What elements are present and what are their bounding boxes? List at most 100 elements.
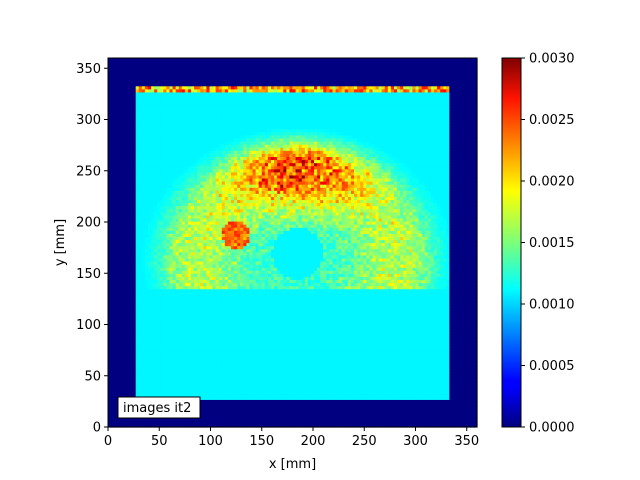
- heatmap-cell: [221, 353, 226, 357]
- heatmap-cell: [430, 322, 435, 327]
- heatmap-cell: [175, 316, 180, 320]
- heatmap-cell: [406, 368, 410, 373]
- heatmap-cell: [237, 383, 241, 388]
- heatmap-cell: [295, 316, 300, 320]
- heatmap-cell: [163, 362, 168, 367]
- heatmap-cell: [329, 362, 334, 367]
- heatmap-cell: [163, 331, 168, 336]
- heatmap-cell: [203, 337, 207, 342]
- heatmap-cell: [424, 343, 429, 348]
- heatmap-cell: [354, 304, 358, 308]
- heatmap-cell: [206, 340, 211, 345]
- heatmap-cell: [317, 383, 321, 388]
- heatmap-cell: [197, 387, 201, 391]
- heatmap-cell: [283, 325, 287, 330]
- heatmap-cell: [304, 423, 309, 428]
- heatmap-cell: [169, 328, 174, 333]
- heatmap-cell: [215, 362, 220, 367]
- heatmap-cell: [329, 331, 334, 336]
- heatmap-cell: [227, 313, 232, 317]
- heatmap-cell: [449, 356, 453, 360]
- heatmap-cell: [274, 353, 278, 357]
- heatmap-cell: [181, 325, 186, 330]
- heatmap-cell: [234, 402, 238, 407]
- heatmap-cell: [449, 377, 453, 382]
- heatmap-cell: [397, 353, 401, 357]
- heatmap-cell: [123, 362, 128, 367]
- heatmap-cell: [412, 343, 417, 348]
- heatmap-cell: [227, 393, 232, 397]
- heatmap-cell: [151, 334, 155, 339]
- heatmap-cell: [108, 362, 112, 367]
- heatmap-cell: [458, 380, 463, 385]
- heatmap-cell: [369, 350, 374, 354]
- heatmap-cell: [117, 359, 121, 364]
- heatmap-cell: [350, 383, 355, 388]
- heatmap-cell: [295, 356, 300, 360]
- heatmap-cell: [354, 322, 358, 327]
- heatmap-cell: [418, 393, 423, 397]
- heatmap-cell: [255, 328, 260, 333]
- heatmap-cell: [369, 334, 374, 339]
- heatmap-cell: [194, 423, 198, 428]
- heatmap-cell: [366, 420, 370, 425]
- heatmap-cell: [350, 353, 355, 357]
- heatmap-cell: [449, 307, 453, 311]
- heatmap-cell: [126, 325, 131, 330]
- heatmap-cell: [354, 371, 358, 376]
- heatmap-cell: [227, 343, 232, 348]
- heatmap-cell: [267, 297, 272, 302]
- heatmap-cell: [326, 374, 330, 379]
- heatmap-cell: [258, 387, 263, 391]
- heatmap-cell: [151, 313, 155, 317]
- heatmap-cell: [157, 328, 161, 333]
- heatmap-cell: [338, 402, 343, 407]
- heatmap-cell: [221, 393, 226, 397]
- heatmap-cell: [329, 340, 334, 345]
- heatmap-cell: [197, 310, 201, 314]
- heatmap-cell: [231, 340, 235, 345]
- heatmap-cell: [203, 417, 207, 422]
- heatmap-cell: [301, 377, 306, 382]
- heatmap-cell: [231, 350, 235, 354]
- heatmap-cell: [221, 304, 226, 308]
- heatmap-cell: [111, 343, 115, 348]
- heatmap-cell: [310, 347, 315, 351]
- heatmap-cell: [449, 374, 453, 379]
- heatmap-cell: [332, 387, 337, 391]
- heatmap-cell: [163, 387, 168, 391]
- heatmap-cell: [154, 353, 158, 357]
- heatmap-cell: [397, 399, 401, 403]
- heatmap-cell: [467, 414, 472, 419]
- heatmap-cell: [243, 402, 247, 407]
- heatmap-cell: [307, 304, 312, 308]
- heatmap-cell: [157, 420, 161, 425]
- heatmap-cell: [427, 411, 432, 416]
- heatmap-cell: [194, 316, 198, 320]
- heatmap-cell: [357, 343, 361, 348]
- heatmap-cell: [400, 353, 404, 357]
- heatmap-cell: [289, 396, 294, 400]
- heatmap-cell: [449, 393, 453, 397]
- heatmap-cell: [283, 408, 287, 413]
- heatmap-cell: [123, 337, 128, 342]
- heatmap-cell: [473, 343, 478, 348]
- heatmap-cell: [175, 297, 180, 302]
- heatmap-cell: [390, 368, 395, 373]
- heatmap-cell: [403, 343, 407, 348]
- heatmap-cell: [234, 350, 238, 354]
- heatmap-cell: [240, 359, 244, 364]
- heatmap-cell: [344, 420, 349, 425]
- heatmap-cell: [421, 408, 426, 413]
- heatmap-cell: [400, 383, 404, 388]
- heatmap-cell: [246, 307, 251, 311]
- heatmap-cell: [218, 340, 223, 345]
- heatmap-cell: [470, 402, 475, 407]
- heatmap-cell: [237, 316, 241, 320]
- heatmap-cell: [378, 337, 383, 342]
- heatmap-cell: [200, 322, 204, 327]
- heatmap-cell: [295, 310, 300, 314]
- heatmap-cell: [184, 313, 189, 317]
- heatmap-cell: [393, 334, 398, 339]
- heatmap-cell: [212, 337, 217, 342]
